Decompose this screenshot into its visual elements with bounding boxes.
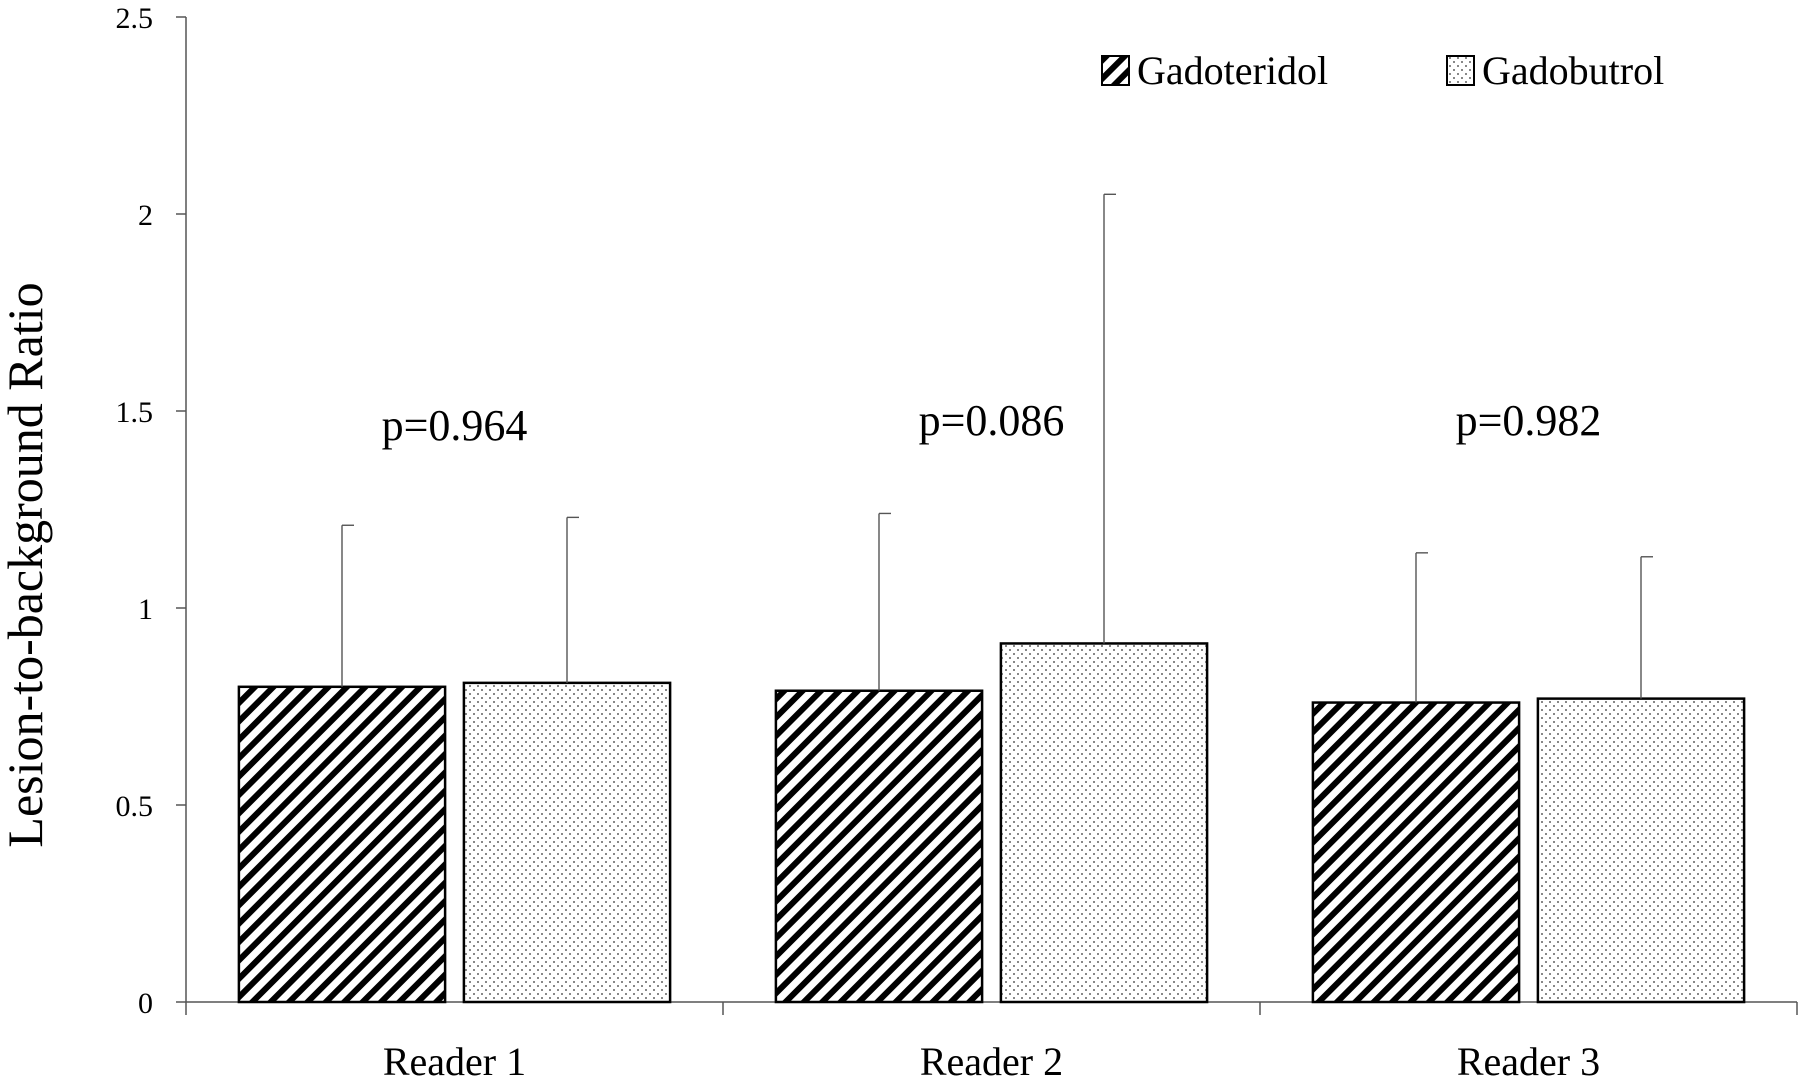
- y-tick-label: 2.5: [116, 2, 154, 35]
- bars-group: [237, 642, 1746, 1004]
- x-tick-label: Reader 1: [383, 1039, 526, 1081]
- legend: Gadoteridol Gadobutrol: [1101, 48, 1664, 93]
- bar-gadobutrol-1: [462, 681, 672, 1004]
- y-axis-title: Lesion-to-background Ratio: [0, 282, 53, 847]
- y-tick-label: 1: [138, 593, 153, 626]
- p-value-label: p=0.964: [382, 401, 528, 450]
- y-tick-label: 0.5: [116, 790, 154, 823]
- bar-gadobutrol-2: [999, 642, 1209, 1004]
- legend-label-gadoteridol: Gadoteridol: [1137, 48, 1328, 93]
- y-axis-ticks: 0 0.5 1 1.5 2 2.5: [116, 2, 186, 1020]
- legend-swatch-gadoteridol: [1101, 55, 1130, 86]
- bar-gadoteridol-3: [1311, 701, 1521, 1004]
- x-tick-label: Reader 2: [920, 1039, 1063, 1081]
- bar-gadoteridol-1: [237, 685, 447, 1004]
- p-value-label: p=0.982: [1456, 396, 1602, 445]
- bar-gadoteridol-2: [774, 689, 984, 1004]
- p-value-annotations: p=0.964 p=0.086 p=0.982: [382, 396, 1602, 450]
- legend-label-gadobutrol: Gadobutrol: [1482, 48, 1664, 93]
- y-tick-label: 1.5: [116, 396, 154, 429]
- bar-gadobutrol-3: [1536, 697, 1746, 1004]
- x-tick-label: Reader 3: [1457, 1039, 1600, 1081]
- y-tick-label: 0: [138, 987, 153, 1020]
- x-axis-ticks: Reader 1 Reader 2 Reader 3: [185, 1002, 1798, 1081]
- p-value-label: p=0.086: [919, 396, 1065, 445]
- y-tick-label: 2: [138, 199, 153, 232]
- error-bars-group: [341, 193, 1654, 703]
- legend-swatch-gadobutrol: [1446, 55, 1475, 86]
